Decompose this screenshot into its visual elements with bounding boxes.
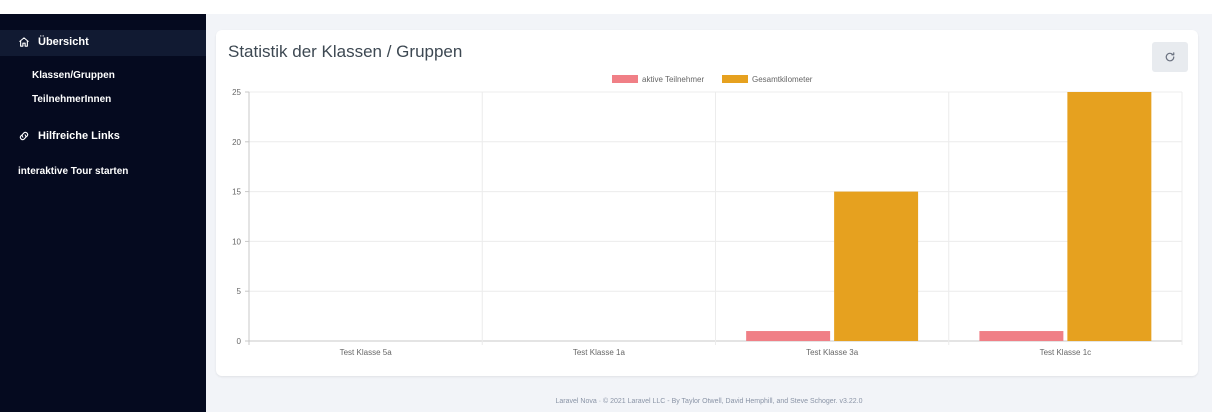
sidebar-item-klassen-gruppen[interactable]: Klassen/Gruppen <box>32 70 115 81</box>
y-tick-label: 5 <box>237 287 242 296</box>
sidebar-item-helpful-links-label: Hilfreiche Links <box>38 130 120 142</box>
stats-card: Statistik der Klassen / Gruppen 0 5 10 15 20… <box>216 30 1198 376</box>
link-icon <box>19 131 29 141</box>
home-icon <box>19 37 29 47</box>
bar-total-km <box>1067 92 1152 341</box>
legend-swatch <box>722 75 748 83</box>
sidebar-item-start-tour[interactable]: interaktive Tour starten <box>18 166 129 177</box>
y-tick-label: 20 <box>232 138 241 147</box>
sidebar-item-helpful-links[interactable]: Hilfreiche Links <box>18 130 120 142</box>
page-title: Statistik der Klassen / Gruppen <box>228 42 463 61</box>
y-tick-label: 0 <box>237 337 242 346</box>
legend-label: aktive Teilnehmer <box>642 75 704 84</box>
y-tick-label: 15 <box>232 188 241 197</box>
x-tick-label: Test Klasse 1c <box>1040 348 1092 357</box>
bar-total-km <box>834 191 919 341</box>
sidebar-active-highlight <box>0 30 206 56</box>
footer-text: Laravel Nova · © 2021 Laravel LLC - By T… <box>555 398 863 405</box>
sidebar-item-overview-label: Übersicht <box>38 36 89 48</box>
top-bar <box>0 0 1212 14</box>
refresh-icon <box>1165 52 1175 62</box>
bar-active-participants <box>979 331 1064 341</box>
bar-active-participants <box>746 331 831 341</box>
x-tick-label: Test Klasse 5a <box>340 348 393 357</box>
legend-swatch <box>612 75 638 83</box>
sidebar-item-teilnehmerinnen[interactable]: TeilnehmerInnen <box>32 94 112 105</box>
y-tick-label: 10 <box>232 237 241 246</box>
sidebar: Übersicht Klassen/Gruppen TeilnehmerInne… <box>0 14 206 412</box>
x-tick-label: Test Klasse 3a <box>806 348 859 357</box>
legend-label: Gesamtkilometer <box>752 75 813 84</box>
refresh-button[interactable] <box>1152 42 1188 72</box>
y-tick-label: 25 <box>232 88 241 97</box>
sidebar-item-overview[interactable]: Übersicht <box>18 36 89 48</box>
x-tick-label: Test Klasse 1a <box>573 348 626 357</box>
bar-chart: 0 5 10 15 20 25 Test Klasse 5a Test Klasse 1a Te… <box>232 75 1183 357</box>
